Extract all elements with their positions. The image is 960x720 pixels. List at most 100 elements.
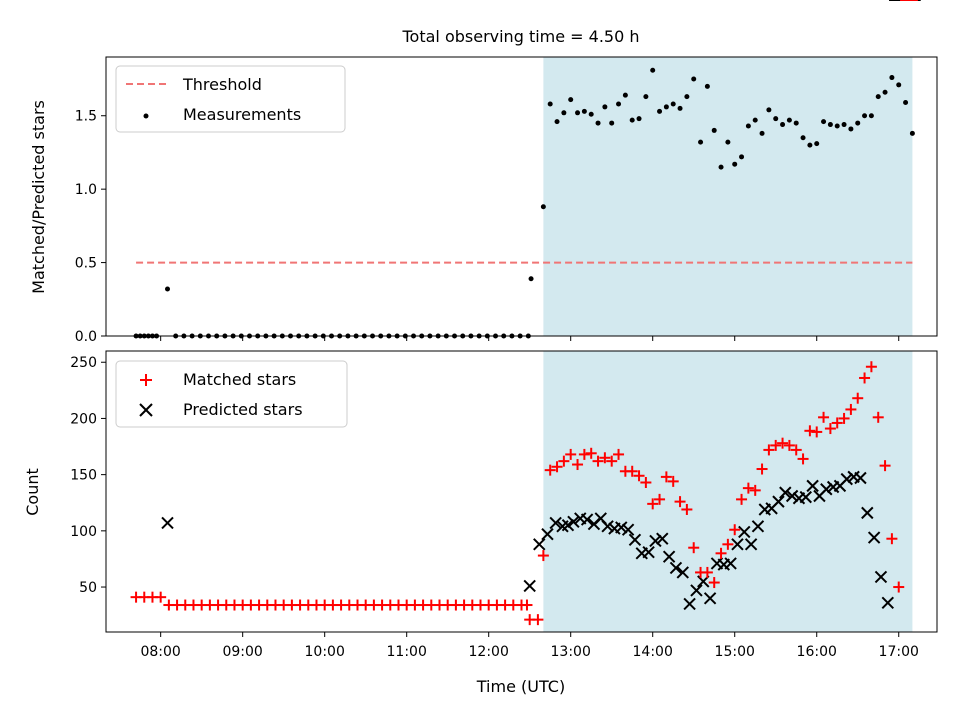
marker-stroke (683, 597, 696, 611)
marker-stroke (710, 557, 724, 570)
predicted-star-marker (561, 519, 575, 532)
legend-threshold-label: Threshold (182, 75, 262, 94)
y-tick-label: 100 (70, 524, 97, 540)
matched-star-marker (893, 581, 905, 593)
bottom-x-ticks: 08:00 09:00 10:00 11:00 12:00 13:00 14:00 15:00… (140, 632, 919, 660)
marker-stroke (731, 538, 744, 551)
matched-star-marker (770, 439, 782, 451)
measurement-point (704, 83, 710, 89)
marker-stroke (703, 592, 717, 605)
bottom-panel: 50 100 150 200 250 08:00 09:00 10:00 11:00 12:00… (23, 0, 938, 696)
predicted-star-marker (523, 579, 536, 593)
observing-window-band (543, 351, 913, 632)
predicted-star-markers (161, 0, 921, 611)
marker-stroke (772, 495, 785, 508)
top-plot-frame (105, 56, 938, 337)
marker-stroke (806, 479, 819, 493)
predicted-star-marker (662, 550, 676, 563)
measurement-point (691, 76, 697, 82)
matched-star-marker (674, 496, 686, 508)
marker-stroke (861, 506, 874, 520)
matched-star-marker (831, 417, 843, 429)
matched-star-marker (790, 444, 802, 456)
matched-star-marker (783, 439, 795, 451)
matched-star-marker (551, 461, 563, 473)
x-tick-label: 12:00 (469, 644, 509, 660)
measurement-point (588, 111, 594, 117)
matched-star-marker (626, 465, 638, 477)
y-tick-label: 0.0 (75, 329, 97, 345)
matched-star-marker (729, 524, 741, 536)
measurement-point (602, 104, 608, 110)
y-tick-label: 1.5 (75, 109, 97, 125)
predicted-star-marker (656, 532, 669, 545)
top-y-axis-label: Matched/Predicted stars (29, 100, 48, 294)
marker-stroke (549, 516, 562, 530)
predicted-star-marker (533, 538, 546, 551)
measurement-point (616, 101, 622, 107)
x-tick-label: 10:00 (305, 644, 345, 660)
predicted-star-marker (580, 513, 594, 526)
matched-star-marker (886, 533, 898, 545)
marker-stroke (574, 512, 587, 525)
measurement-point (855, 120, 861, 126)
marker-stroke (840, 472, 853, 486)
measurement-point (650, 67, 656, 73)
measurement-point (909, 130, 915, 136)
matched-star-marker (640, 477, 652, 489)
marker-stroke (847, 470, 860, 484)
measurement-point (698, 139, 704, 145)
predicted-star-marker (724, 557, 737, 570)
marker-stroke (881, 596, 895, 609)
bottom-y-axis-label: Count (23, 468, 42, 516)
predicted-star-marker (799, 490, 812, 504)
measurement-point (780, 122, 786, 128)
predicted-star-marker (861, 506, 874, 520)
measurement-point (581, 108, 587, 114)
legend-matched-swatch (140, 374, 152, 386)
x-tick-label: 08:00 (140, 644, 180, 660)
predicted-star-marker (779, 486, 792, 499)
marker-stroke (541, 528, 554, 541)
predicted-star-marker (854, 471, 867, 485)
measurement-point (528, 276, 534, 282)
predicted-star-marker (676, 566, 689, 579)
measurement-point (896, 82, 902, 88)
matched-star-marker (578, 448, 590, 460)
measurement-point (848, 126, 854, 132)
measurement-point (684, 94, 690, 100)
x-tick-label: 14:00 (633, 644, 673, 660)
marker-stroke (533, 538, 546, 551)
predicted-star-marker (806, 479, 819, 493)
measurement-point (165, 286, 171, 292)
measurement-point (827, 122, 833, 128)
measurement-point (657, 108, 663, 114)
marker-stroke (779, 486, 792, 499)
matched-star-marker (715, 547, 727, 559)
marker-stroke (751, 520, 765, 533)
observing-window-band (543, 57, 913, 336)
legend-predicted-label: Predicted stars (183, 400, 303, 419)
measurement-point (561, 110, 567, 116)
matched-star-marker (838, 412, 850, 424)
bottom-plot-frame (105, 350, 938, 633)
marker-stroke (567, 515, 580, 529)
marker-stroke (690, 584, 703, 597)
marker-stroke (161, 516, 174, 530)
predicted-star-marker (772, 495, 785, 508)
legend-measurements-label: Measurements (183, 105, 301, 124)
marker-stroke (594, 512, 607, 525)
marker-stroke (676, 566, 689, 579)
marker-stroke (724, 557, 737, 570)
marker-stroke (601, 520, 614, 533)
measurement-point (739, 154, 745, 160)
predicted-star-marker (881, 596, 895, 609)
legend-matched-label: Matched stars (183, 370, 296, 389)
matched-star-marker (879, 460, 891, 472)
marker-stroke (854, 471, 867, 485)
measurement-point (663, 104, 669, 110)
matched-star-marker (532, 614, 544, 626)
marker-stroke (799, 490, 812, 504)
measurement-point (773, 116, 779, 122)
